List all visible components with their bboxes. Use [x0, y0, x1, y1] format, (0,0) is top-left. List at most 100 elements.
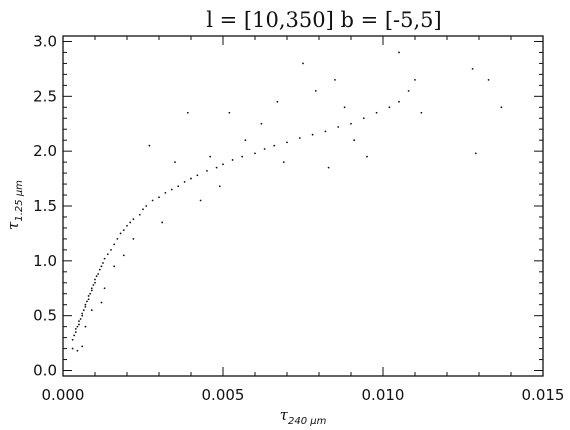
scatter-point — [241, 155, 244, 158]
scatter-point — [209, 155, 212, 158]
scatter-point — [314, 89, 317, 92]
scatter-point — [487, 78, 490, 81]
y-tick-label: 2.5 — [33, 87, 57, 105]
scatter-point — [95, 275, 98, 278]
scatter-point — [71, 338, 74, 341]
scatter-point — [122, 254, 125, 257]
scatter-point — [142, 208, 144, 211]
scatter-point — [84, 306, 87, 308]
x-tick-label: 0.010 — [362, 386, 405, 404]
scatter-point — [350, 122, 352, 125]
scatter-point — [126, 224, 128, 227]
scatter-point — [398, 51, 400, 54]
scatter-point — [311, 133, 314, 136]
scatter-point — [81, 314, 84, 317]
scatter-point — [71, 347, 74, 350]
x-tick-label: 0.005 — [202, 386, 245, 404]
scatter-point — [84, 303, 87, 306]
y-tick-label: 1.5 — [33, 197, 57, 215]
scatter-point — [100, 301, 103, 304]
scatter-point — [273, 144, 276, 147]
scatter-point — [151, 199, 154, 202]
scatter-point — [353, 139, 356, 142]
plot-frame — [62, 35, 544, 377]
scatter-point — [84, 325, 87, 328]
scatter-point — [231, 159, 234, 161]
scatter-points — [71, 51, 503, 352]
scatter-point — [260, 122, 263, 125]
scatter-point — [164, 191, 167, 194]
scatter-point — [343, 106, 346, 109]
scatter-point — [82, 309, 85, 312]
scatter-point — [87, 298, 90, 301]
scatter-point — [103, 257, 106, 260]
scatter-point — [186, 111, 189, 114]
y-tick-labels: 0.0 0.5 1.0 1.5 2.0 2.5 3.0 — [33, 32, 57, 379]
scatter-point — [375, 111, 378, 114]
scatter-point — [90, 309, 93, 312]
y-tick-label: 1.0 — [33, 252, 57, 270]
scatter-point — [103, 287, 106, 290]
scatter-point — [190, 177, 192, 180]
scatter-point — [206, 170, 208, 172]
scatter-point — [97, 273, 100, 275]
scatter-point — [196, 174, 199, 177]
scatter-point — [170, 188, 173, 191]
scatter-point — [145, 205, 148, 207]
scatter-point — [122, 229, 125, 232]
scatter-point — [302, 62, 304, 65]
scatter-point — [132, 238, 135, 240]
axis-ticks — [62, 36, 544, 376]
scatter-point — [228, 111, 231, 114]
scatter-point — [87, 295, 90, 297]
scatter-point — [183, 180, 186, 183]
scatter-point — [76, 325, 79, 328]
scatter-point — [148, 144, 151, 147]
scatter-point — [215, 166, 218, 169]
scatter-point — [161, 221, 164, 224]
y-tick-label: 0.0 — [33, 362, 57, 380]
scatter-point — [362, 117, 365, 120]
scatter-point — [129, 221, 132, 224]
svg-text:τ240 μm: τ240 μm — [280, 406, 327, 427]
scatter-point — [286, 141, 288, 144]
scatter-point — [78, 320, 80, 323]
scatter-point — [334, 78, 336, 81]
scatter-point — [79, 318, 82, 320]
scatter-point — [276, 100, 279, 103]
scatter-point — [414, 78, 416, 81]
scatter-point — [90, 289, 93, 292]
scatter-point — [102, 262, 104, 264]
scatter-point — [81, 312, 84, 315]
scatter-point — [81, 345, 84, 348]
scatter-point — [337, 126, 340, 128]
scatter-point — [76, 349, 79, 352]
scatter-point — [474, 152, 477, 155]
scatter-point — [106, 253, 109, 256]
scatter-point — [388, 106, 391, 109]
scatter-point — [78, 323, 80, 326]
x-tick-label: 0.000 — [42, 386, 85, 404]
y-tick-label: 3.0 — [33, 32, 57, 50]
scatter-point — [199, 199, 202, 202]
x-axis-label-subscript: 240 μm — [288, 416, 327, 427]
x-tick-labels: 0.000 0.005 0.010 0.015 — [42, 386, 565, 404]
scatter-point — [366, 155, 368, 158]
scatter-point — [132, 218, 135, 221]
scatter-point — [298, 137, 301, 139]
scatter-point — [74, 327, 77, 330]
scatter-point — [263, 148, 266, 150]
scatter-point — [74, 331, 77, 334]
scatter-point — [158, 196, 160, 199]
svg-text:τ1.25 μm: τ1.25 μm — [4, 180, 25, 230]
scatter-point — [218, 185, 221, 188]
y-axis-label-subscript: 1.25 μm — [14, 180, 25, 222]
x-axis-label: τ240 μm — [280, 406, 327, 427]
scatter-point — [110, 248, 112, 251]
scatter-point — [407, 89, 410, 92]
scatter-point — [92, 284, 95, 286]
scatter-point — [324, 130, 327, 133]
scatter-point — [254, 152, 256, 155]
chart-title: l = [10,350] b = [-5,5] — [206, 8, 441, 32]
scatter-point — [327, 166, 330, 169]
